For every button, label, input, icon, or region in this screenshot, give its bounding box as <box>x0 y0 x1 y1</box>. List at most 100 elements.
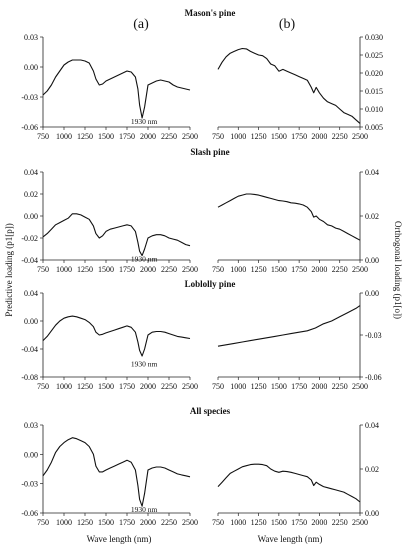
x-tick-label: 1000 <box>230 382 246 391</box>
y-tick-label: -0.06 <box>21 509 38 518</box>
x-tick-label: 1250 <box>77 132 93 141</box>
x-tick-label: 1500 <box>98 382 114 391</box>
x-tick-label: 750 <box>212 518 224 527</box>
x-tick-label: 1500 <box>271 265 287 274</box>
y-tick-label: 0.020 <box>365 69 383 78</box>
x-tick-label: 2500 <box>352 518 368 527</box>
x-tick-label: 2000 <box>140 265 156 274</box>
y-tick-label: 0.04 <box>24 289 38 298</box>
series-line <box>217 47 361 124</box>
y-tick-label: -0.08 <box>21 373 38 382</box>
y-tick-label: 0.00 <box>24 212 38 221</box>
y-tick-label: 0.03 <box>24 421 38 430</box>
x-tick-label: 750 <box>37 265 49 274</box>
x-tick-label: 1250 <box>251 382 267 391</box>
x-tick-label: 2500 <box>182 518 198 527</box>
panels-layer: Mason's pine 750 1000 1250 1500 1750 2000 2250 2… <box>21 8 383 527</box>
x-tick-label: 750 <box>37 132 49 141</box>
x-tick-label: 1250 <box>77 265 93 274</box>
y-axis-title-left: Predictive loading (p1[p]) <box>4 223 14 316</box>
x-tick-label: 750 <box>212 132 224 141</box>
y-tick-label: 0.025 <box>365 51 383 60</box>
x-tick-label: 2000 <box>311 518 327 527</box>
x-tick-label: 1750 <box>119 265 135 274</box>
y-tick-label: -0.04 <box>21 345 38 354</box>
panel-label-a: (a) <box>133 17 149 32</box>
y-tick-label: 0.005 <box>365 123 383 132</box>
y-tick-label: -0.04 <box>21 256 38 265</box>
chart-title: Slash pine <box>190 147 229 157</box>
x-tick-label: 2250 <box>332 518 348 527</box>
y-tick-label: 0.010 <box>365 105 383 114</box>
x-tick-label: 750 <box>37 382 49 391</box>
y-tick-label: 0.04 <box>365 168 379 177</box>
y-tick-label: 0.00 <box>365 256 379 265</box>
x-tick-label: 2500 <box>182 382 198 391</box>
y-tick-label: 0.00 <box>365 509 379 518</box>
x-tick-label: 2000 <box>311 132 327 141</box>
chart-title: Mason's pine <box>185 8 236 18</box>
annotation-label: 1930 nm <box>131 117 158 126</box>
x-tick-label: 1250 <box>77 382 93 391</box>
x-axis-title-left: Wave length (nm) <box>87 534 152 544</box>
x-tick-label: 2250 <box>332 132 348 141</box>
x-tick-label: 2500 <box>352 132 368 141</box>
x-tick-label: 1500 <box>98 265 114 274</box>
annotation-label: 1930 nm <box>131 360 158 369</box>
y-tick-label: 0.04 <box>365 421 379 430</box>
x-tick-label: 750 <box>37 518 49 527</box>
x-tick-label: 1500 <box>98 518 114 527</box>
x-tick-label: 2000 <box>140 132 156 141</box>
x-tick-label: 1500 <box>98 132 114 141</box>
x-tick-label: 1750 <box>291 132 307 141</box>
y-tick-label: 0.00 <box>24 450 38 459</box>
x-tick-label: 1000 <box>230 132 246 141</box>
y-axis-title-right: Orthogonal loading (p1[o]) <box>393 221 403 319</box>
x-tick-label: 2000 <box>140 518 156 527</box>
x-tick-label: 2500 <box>352 382 368 391</box>
y-tick-label: -0.03 <box>365 331 382 340</box>
series-line <box>217 305 361 347</box>
series-line <box>42 437 191 507</box>
x-tick-label: 1750 <box>119 518 135 527</box>
x-tick-label: 2250 <box>332 265 348 274</box>
x-tick-label: 1000 <box>230 265 246 274</box>
chart-title: Loblolly pine <box>185 279 236 289</box>
x-tick-label: 1000 <box>56 518 72 527</box>
x-tick-label: 1750 <box>119 132 135 141</box>
x-tick-label: 1250 <box>251 265 267 274</box>
y-tick-label: -0.03 <box>21 480 38 489</box>
x-tick-label: 1750 <box>291 518 307 527</box>
x-tick-label: 1500 <box>271 518 287 527</box>
x-tick-label: 1750 <box>291 265 307 274</box>
series-line <box>217 193 361 241</box>
x-tick-label: 2500 <box>182 265 198 274</box>
y-tick-label: -0.02 <box>21 234 38 243</box>
x-tick-label: 2000 <box>311 382 327 391</box>
series-line <box>217 463 361 503</box>
x-tick-label: 1500 <box>271 382 287 391</box>
annotation-label: 1930 nm <box>131 505 158 514</box>
series-line <box>42 315 191 357</box>
x-tick-label: 2250 <box>332 382 348 391</box>
x-tick-label: 1000 <box>230 518 246 527</box>
y-tick-label: 0.02 <box>24 190 38 199</box>
y-tick-label: -0.03 <box>21 93 38 102</box>
x-tick-label: 1000 <box>56 382 72 391</box>
y-tick-label: 0.00 <box>24 317 38 326</box>
chart-title: All species <box>190 406 231 416</box>
annotation-label: 1930 nm <box>131 255 158 264</box>
x-tick-label: 1250 <box>251 132 267 141</box>
x-tick-label: 750 <box>212 382 224 391</box>
y-tick-label: -0.06 <box>21 123 38 132</box>
y-tick-label: -0.06 <box>365 373 382 382</box>
y-tick-label: 0.04 <box>24 168 38 177</box>
x-tick-label: 2500 <box>182 132 198 141</box>
x-tick-label: 2000 <box>311 265 327 274</box>
x-tick-label: 1000 <box>56 132 72 141</box>
series-line <box>42 213 191 257</box>
x-tick-label: 1500 <box>271 132 287 141</box>
y-tick-label: 0.00 <box>365 289 379 298</box>
